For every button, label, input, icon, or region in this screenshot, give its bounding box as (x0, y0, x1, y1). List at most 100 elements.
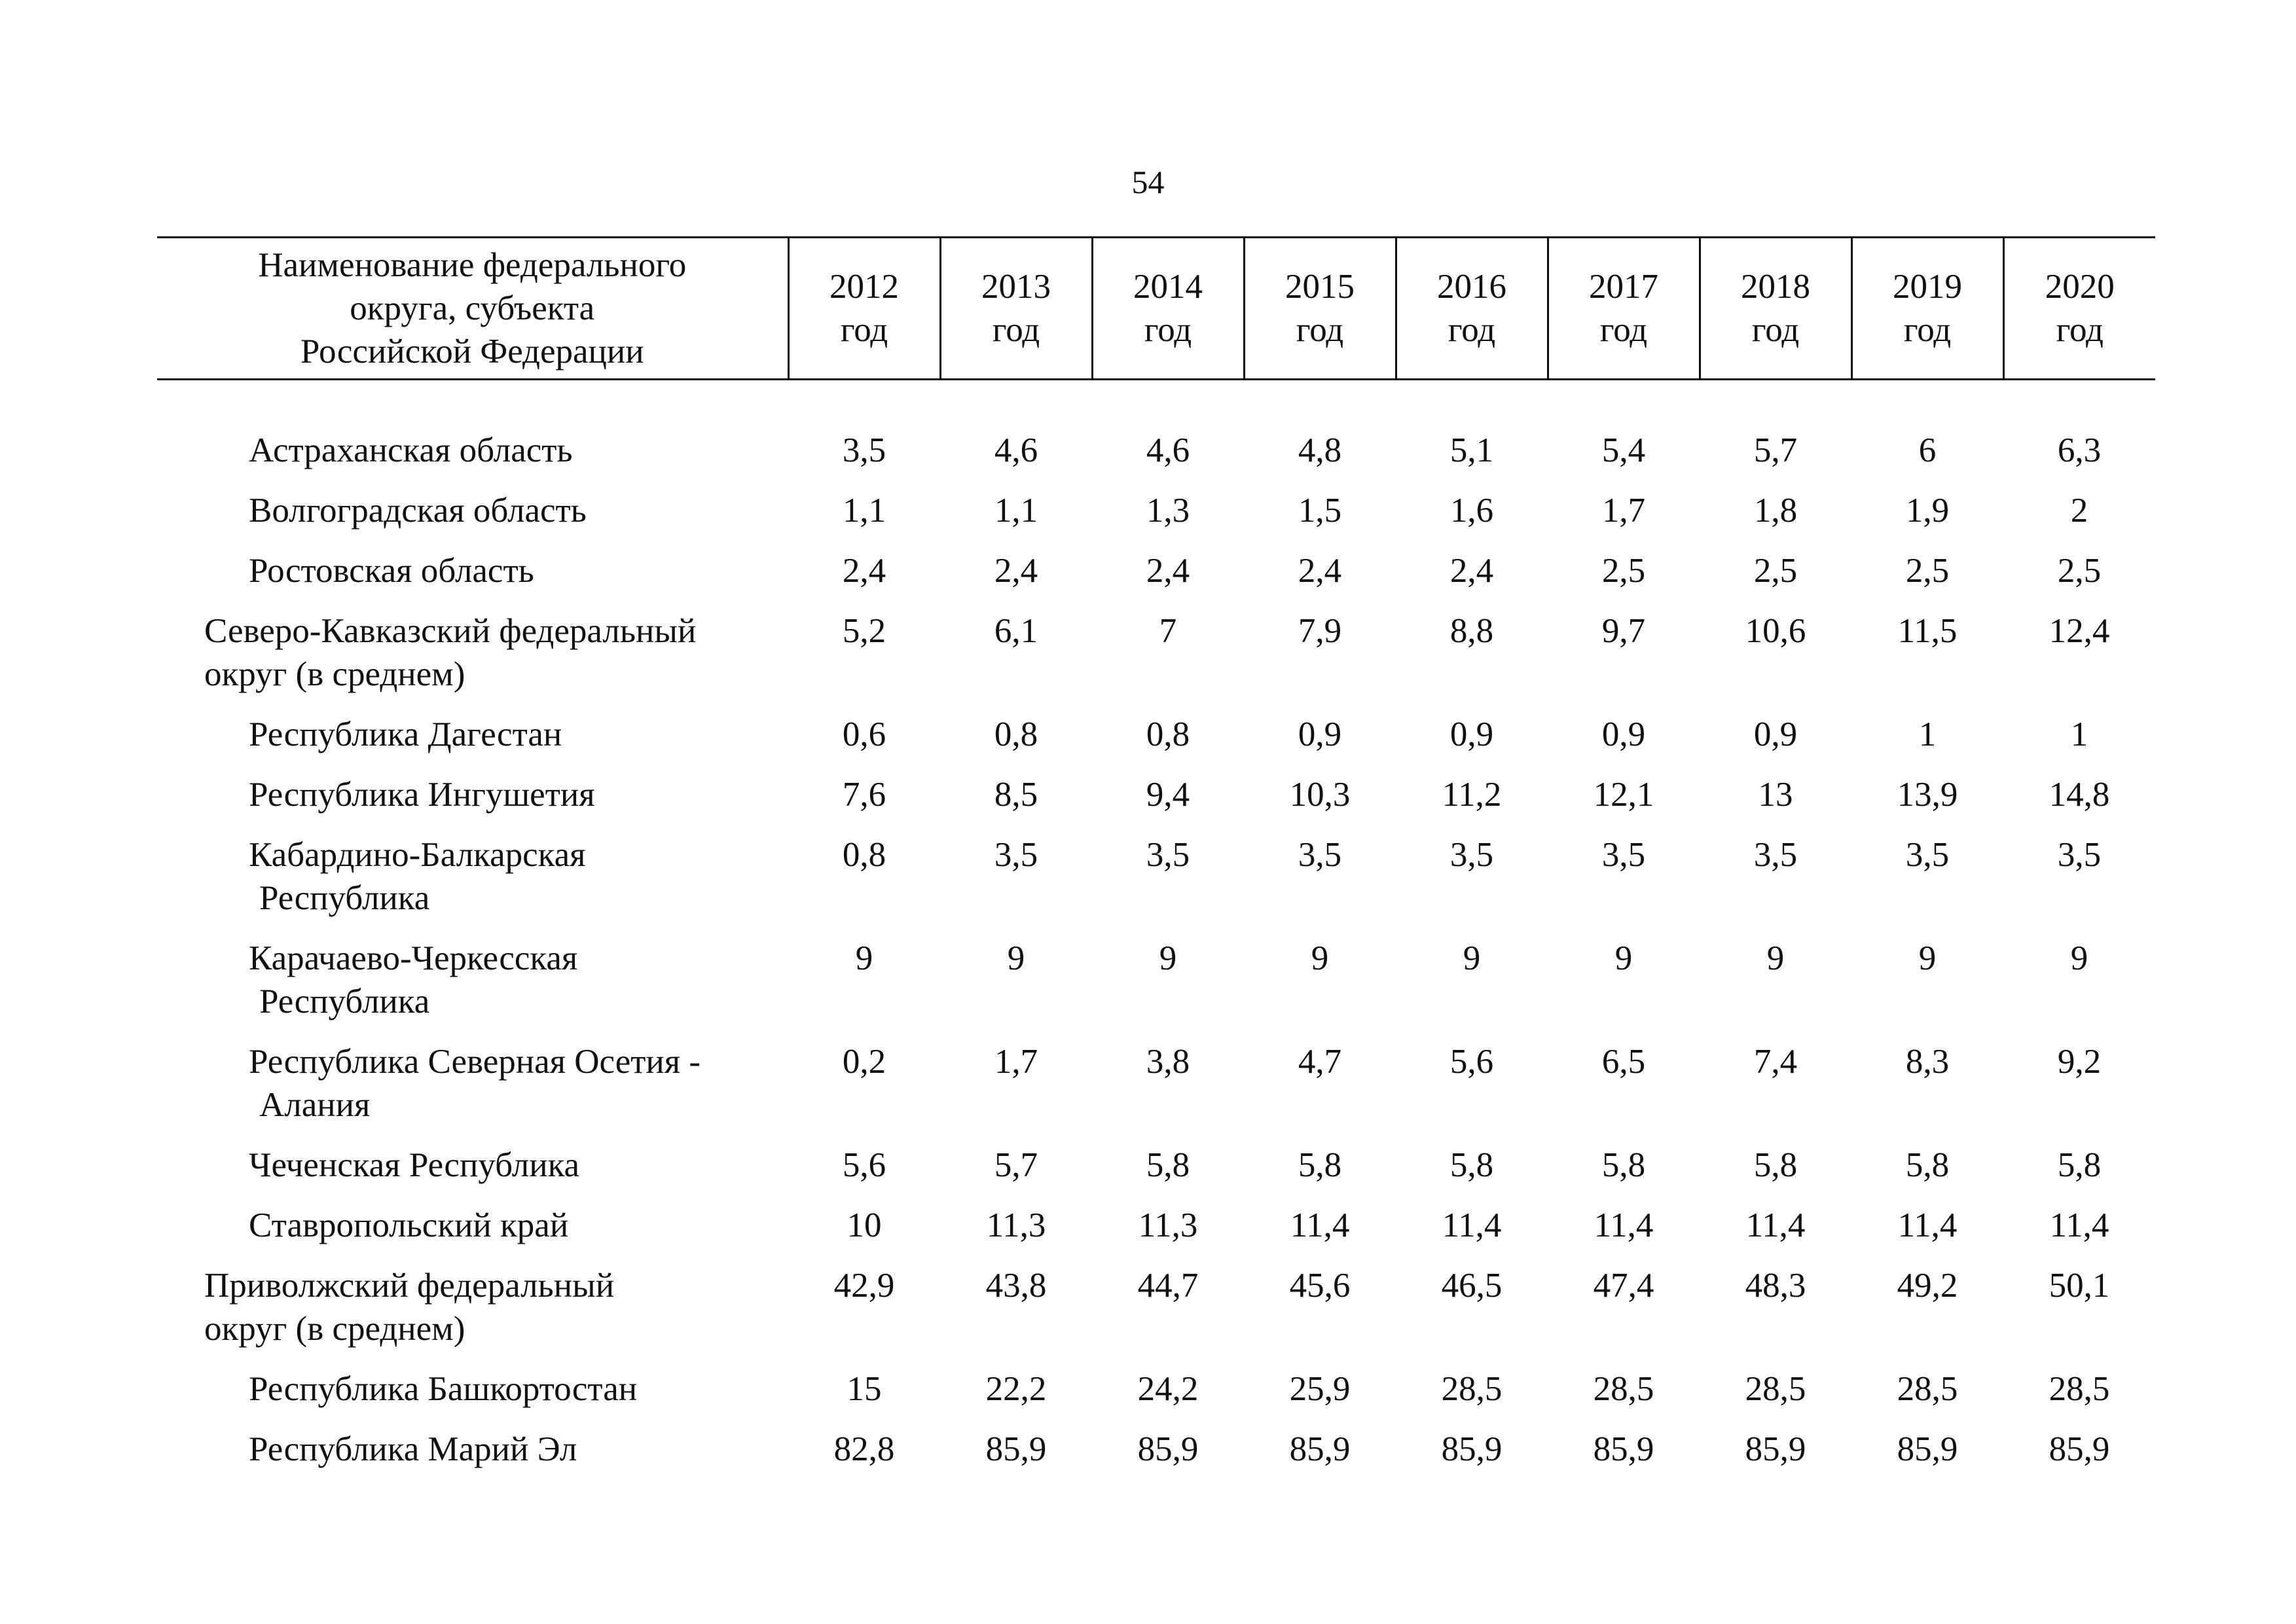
value-cell: 5,7 (1753, 431, 1798, 469)
table-row: Республика Башкортостан 15 22,2 24,2 25,9 28,… (157, 1367, 2155, 1428)
value-cell: 12,4 (2049, 612, 2110, 650)
value-cell: 4,8 (1298, 431, 1342, 469)
value-cell: 2,4 (842, 552, 886, 590)
value-cell: 44,7 (1137, 1267, 1199, 1305)
value-cell: 1,1 (994, 492, 1038, 530)
row-name: Северо-Кавказский федеральный (204, 612, 697, 650)
header-year-2017: 2017 год (1546, 236, 1700, 380)
value-cell: 85,9 (985, 1430, 1047, 1468)
value-cell: 11,2 (1442, 776, 1502, 814)
value-cell: 8,3 (1905, 1043, 1950, 1081)
header-year-value: 2020 (2045, 268, 2115, 306)
value-cell: 82,8 (833, 1430, 895, 1468)
value-cell: 11,3 (1138, 1206, 1198, 1244)
value-cell: 0,9 (1753, 715, 1798, 753)
value-cell: 5,8 (1905, 1146, 1950, 1184)
table-row: Республика Марий Эл 82,8 85,9 85,9 85,9 85,9 8… (157, 1428, 2155, 1488)
row-name-cell: Чеченская Республика (157, 1144, 788, 1204)
value-cell: 2,4 (1298, 552, 1342, 590)
value-cell: 8,8 (1449, 612, 1494, 650)
row-name-cell: Астраханская область (157, 429, 788, 489)
value-cell: 2,5 (2057, 552, 2102, 590)
row-name: Ростовская область (249, 552, 534, 590)
value-cell: 28,5 (1593, 1370, 1654, 1408)
row-name-cell: Ростовская область (157, 549, 788, 609)
value-cell: 1,7 (994, 1043, 1038, 1081)
value-cell: 2 (2070, 492, 2088, 530)
value-cell: 5,6 (1449, 1043, 1494, 1081)
value-cell: 1,9 (1905, 492, 1950, 530)
header-name-line: Наименование федерального (258, 246, 687, 284)
value-cell: 5,2 (842, 612, 886, 650)
header-year-2014: 2014 год (1091, 236, 1244, 380)
value-cell: 9,2 (2057, 1043, 2102, 1081)
row-name: Республика Дагестан (249, 715, 562, 753)
value-cell: 3,5 (842, 431, 886, 469)
value-cell: 0,6 (842, 715, 886, 753)
value-cell: 2,5 (1601, 552, 1646, 590)
row-name-cell: Приволжский федеральный округ (в среднем) (157, 1264, 788, 1367)
row-name: Карачаево-Черкесская (249, 939, 578, 977)
row-name: Ставропольский край (249, 1206, 569, 1244)
header-year-value: 2019 (1893, 268, 1962, 306)
row-name-continuation: округ (в среднем) (204, 1310, 465, 1348)
value-cell: 11,4 (2049, 1206, 2109, 1244)
row-name: Чеченская Республика (249, 1146, 580, 1184)
table-body: Астраханская область 3,5 4,6 4,6 4,8 5,1 5,4 5,… (157, 380, 2155, 1489)
value-cell: 9 (1766, 939, 1785, 977)
row-name: Кабардино-Балкарская (249, 836, 586, 874)
value-cell: 25,9 (1289, 1370, 1351, 1408)
table-row: Республика Ингушетия 7,6 8,5 9,4 10,3 11,2 12,… (157, 773, 2155, 833)
row-name: Астраханская область (249, 431, 573, 469)
value-cell: 0,9 (1601, 715, 1646, 753)
value-cell: 45,6 (1289, 1267, 1351, 1305)
table-row: Республика Северная Осетия - Алания 0,2 1,7… (157, 1040, 2155, 1144)
value-cell: 7 (1159, 612, 1177, 650)
header-year-value: 2015 (1285, 268, 1355, 306)
row-name-continuation: Республика (259, 983, 430, 1020)
value-cell: 11,4 (1442, 1206, 1502, 1244)
header-year-value: 2016 (1437, 268, 1506, 306)
value-cell: 11,4 (1745, 1206, 1806, 1244)
value-cell: 28,5 (2049, 1370, 2110, 1408)
value-cell: 50,1 (2049, 1267, 2110, 1305)
value-cell: 28,5 (1745, 1370, 1806, 1408)
value-cell: 7,4 (1753, 1043, 1798, 1081)
value-cell: 24,2 (1137, 1370, 1199, 1408)
header-year-unit: год (1599, 311, 1648, 349)
value-cell: 11,4 (1594, 1206, 1654, 1244)
value-cell: 10,3 (1289, 776, 1351, 814)
header-year-value: 2012 (829, 268, 899, 306)
row-name-cell: Ставропольский край (157, 1204, 788, 1264)
row-name-cell: Республика Ингушетия (157, 773, 788, 833)
value-cell: 6,5 (1601, 1043, 1646, 1081)
header-year-2020: 2020 год (2002, 236, 2155, 380)
table-spacer-row (157, 380, 2155, 429)
header-year-value: 2013 (981, 268, 1051, 306)
value-cell: 9 (855, 939, 873, 977)
value-cell: 85,9 (1897, 1430, 1958, 1468)
value-cell: 3,5 (1753, 836, 1798, 874)
value-cell: 3,5 (1601, 836, 1646, 874)
value-cell: 85,9 (1745, 1430, 1806, 1468)
value-cell: 0,8 (842, 836, 886, 874)
value-cell: 6,3 (2057, 431, 2102, 469)
value-cell: 1 (1918, 715, 1937, 753)
row-name-cell: Карачаево-Черкесская Республика (157, 937, 788, 1040)
row-name-cell: Республика Северная Осетия - Алания (157, 1040, 788, 1144)
table-row: Волгоградская область 1,1 1,1 1,3 1,5 1,6 1,7 1… (157, 489, 2155, 549)
value-cell: 1,6 (1449, 492, 1494, 530)
table-row: Ростовская область 2,4 2,4 2,4 2,4 2,4 2,5 2,5 2… (157, 549, 2155, 609)
header-year-unit: год (1448, 311, 1496, 349)
value-cell: 85,9 (1289, 1430, 1351, 1468)
header-year-unit: год (840, 311, 888, 349)
header-year-2016: 2016 год (1394, 236, 1548, 380)
row-name-continuation: Республика (259, 879, 430, 917)
value-cell: 8,5 (994, 776, 1038, 814)
header-year-value: 2014 (1133, 268, 1203, 306)
value-cell: 48,3 (1745, 1267, 1806, 1305)
value-cell: 1,5 (1298, 492, 1342, 530)
value-cell: 9 (2070, 939, 2088, 977)
value-cell: 9 (1918, 939, 1937, 977)
header-name-line: округа, субъекта (350, 289, 595, 327)
